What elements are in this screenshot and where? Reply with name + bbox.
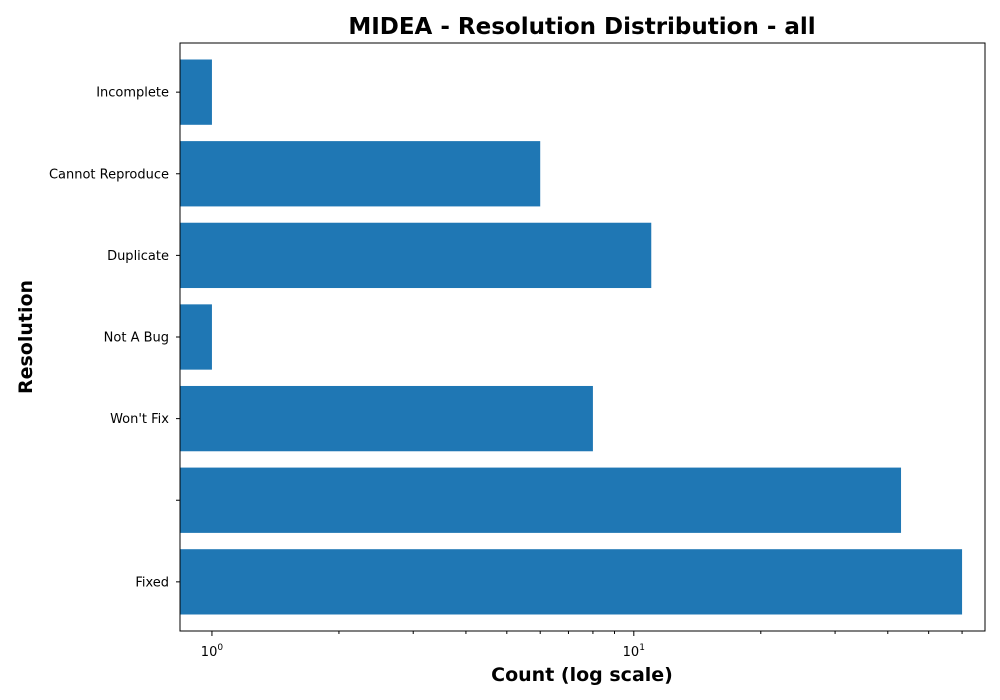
x-tick-label: 100 — [201, 643, 224, 660]
y-tick-label: Not A Bug — [104, 331, 169, 346]
bar — [180, 468, 901, 533]
y-axis-label: Resolution — [15, 280, 37, 394]
y-tick-label: Cannot Reproduce — [49, 167, 169, 182]
bar — [180, 549, 962, 614]
bar — [180, 223, 651, 288]
bar — [180, 386, 593, 451]
bars-group — [180, 60, 962, 615]
y-tick-label: Incomplete — [96, 86, 169, 101]
bar — [180, 60, 212, 125]
y-tick-label: Duplicate — [107, 249, 169, 264]
x-axis-label: Count (log scale) — [491, 664, 673, 686]
plot-frame — [180, 43, 985, 631]
chart-title: MIDEA - Resolution Distribution - all — [348, 14, 815, 40]
y-tick-label: Won't Fix — [110, 412, 169, 427]
y-tick-label: Fixed — [135, 575, 169, 590]
bar — [180, 141, 540, 206]
bar — [180, 304, 212, 369]
x-tick-label: 101 — [623, 643, 645, 660]
y-axis: Fixed Won't Fix Not A Bug Duplicate Cannot R… — [49, 86, 180, 591]
x-axis: 100 101 — [201, 631, 962, 660]
